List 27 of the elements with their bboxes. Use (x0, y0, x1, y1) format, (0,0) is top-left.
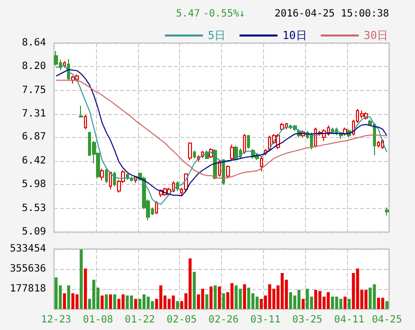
x-tick-label: 02-26 (208, 314, 239, 326)
x-tick-label: 01-22 (124, 314, 155, 326)
text: 5.47 (176, 8, 200, 20)
x-tick-label: 02-05 (166, 314, 197, 326)
y-tick-label: 5.09 (22, 226, 46, 238)
y-tick-label: 355636 (10, 264, 46, 274)
x-tick-label: 04-25 (372, 314, 402, 326)
x-tick-label: 01-08 (82, 314, 114, 326)
y-tick-label: 8.64 (22, 38, 46, 48)
text: 2016-04-25 15:00:38 (274, 8, 389, 20)
x-tick-label: 03-25 (292, 314, 322, 326)
y-tick-label: 5.98 (22, 179, 46, 190)
legend-label: 5日 (208, 29, 226, 42)
text: -0.55%↓ (203, 8, 246, 20)
y-tick-label: 6.87 (22, 132, 46, 143)
y-tick-label: 5.53 (22, 203, 46, 214)
y-tick-label: 8.20 (22, 60, 46, 72)
y-tick-label: 6.42 (22, 156, 46, 167)
legend-label: 30日 (364, 29, 388, 42)
legend-label: 10日 (282, 29, 307, 42)
y-tick-label: 7.31 (22, 108, 46, 120)
x-tick-label: 03-11 (250, 314, 281, 326)
x-tick-label: 04-11 (334, 314, 364, 326)
x-tick-label: 12-23 (41, 314, 72, 326)
y-tick-label: 533454 (10, 244, 46, 254)
y-tick-label: 177818 (10, 284, 46, 294)
y-tick-label: 7.75 (22, 84, 46, 96)
